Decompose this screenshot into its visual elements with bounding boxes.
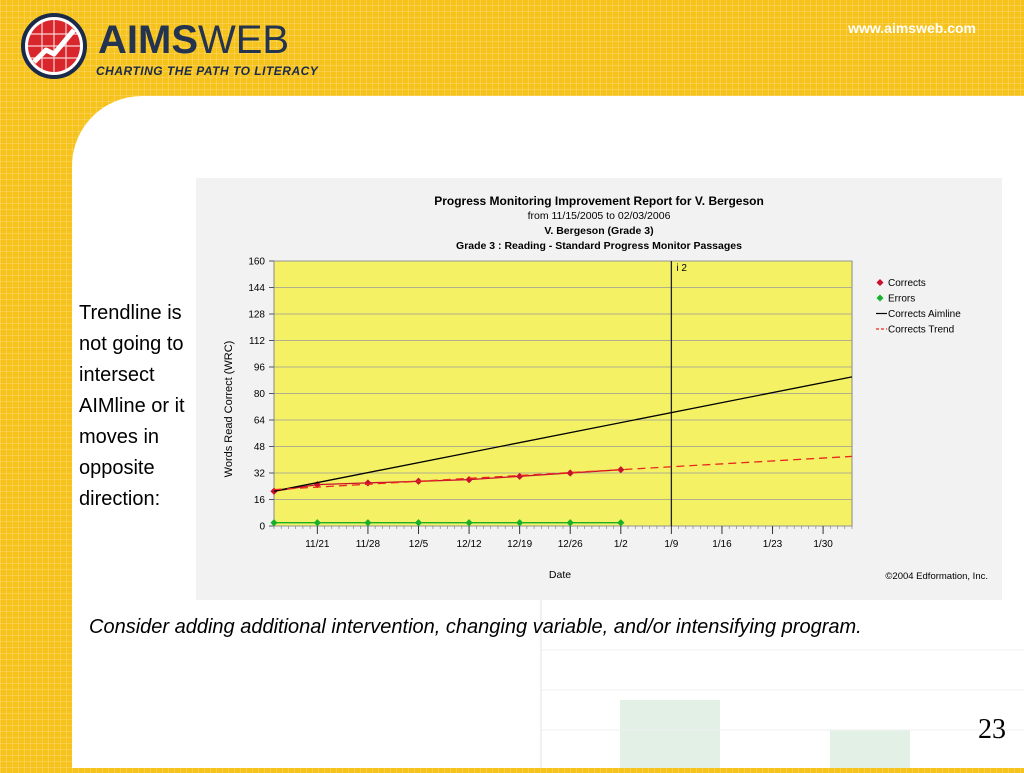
point-corrects — [566, 469, 574, 477]
legend-label: Corrects — [888, 278, 926, 289]
x-tick-label: 11/28 — [356, 539, 381, 550]
legend-label: Corrects Aimline — [888, 309, 961, 320]
y-tick-label: 96 — [254, 363, 266, 374]
point-errors — [617, 519, 625, 527]
legend-marker — [876, 294, 884, 302]
point-errors — [270, 519, 278, 527]
x-tick-label: 12/26 — [558, 539, 583, 550]
x-tick-label: 1/30 — [813, 539, 833, 550]
chart-student: V. Bergeson (Grade 3) — [544, 225, 653, 237]
point-errors — [566, 519, 574, 527]
y-tick-label: 144 — [248, 283, 265, 294]
bottom-note: Consider adding additional intervention,… — [89, 616, 862, 638]
copyright-note: ©2004 Edformation, Inc. — [885, 571, 988, 582]
plot-layer: 0 16 32 48 64 80 96 112 128 144 160 11/21 11/28 12/5 1… — [248, 257, 961, 551]
y-tick-label: 80 — [254, 389, 266, 400]
point-errors — [465, 519, 473, 527]
tagline: CHARTING THE PATH TO LITERACY — [96, 64, 319, 78]
y-tick-label: 16 — [254, 495, 266, 506]
chart-title: Progress Monitoring Improvement Report f… — [434, 194, 764, 208]
watermark-graphic — [540, 600, 1024, 768]
progress-chart: Progress Monitoring Improvement Report f… — [196, 178, 1002, 600]
point-errors — [364, 519, 372, 527]
chart-canvas: Progress Monitoring Improvement Report f… — [223, 194, 988, 582]
site-url-link[interactable]: www.aimsweb.com — [848, 20, 976, 36]
point-errors — [516, 519, 524, 527]
y-tick-label: 48 — [254, 442, 266, 453]
slide-number: 23 — [978, 714, 1006, 745]
logo-wordmark: AIMSWEB — [98, 18, 289, 63]
point-errors — [414, 519, 423, 527]
background-chart-watermark — [480, 600, 1024, 768]
x-tick-label: 12/19 — [507, 539, 532, 550]
point-corrects — [516, 472, 524, 480]
y-tick-label: 0 — [259, 522, 265, 533]
aimsweb-logo[interactable] — [20, 12, 88, 85]
chart-subtitle: from 11/15/2005 to 02/03/2006 — [528, 210, 671, 222]
legend-marker — [876, 279, 884, 286]
series-line-corrects-aimline — [273, 376, 853, 492]
y-tick-label: 112 — [249, 336, 265, 347]
chart-badge-icon — [21, 13, 87, 79]
logo-light: WEB — [198, 18, 290, 62]
y-tick-label: 128 — [248, 310, 265, 321]
legend-label: Errors — [888, 294, 915, 305]
legend-label: Corrects Trend — [888, 325, 954, 336]
point-corrects — [617, 466, 625, 474]
x-tick-label: 1/2 — [614, 539, 628, 550]
y-tick-label: 160 — [248, 257, 265, 268]
chart-subtitle2: Grade 3 : Reading - Standard Progress Mo… — [456, 240, 742, 252]
x-tick-label: 1/16 — [712, 539, 732, 550]
y-tick-label: 64 — [254, 416, 266, 427]
intervention-label: i 2 — [676, 263, 687, 274]
x-tick-label: 12/5 — [409, 539, 429, 550]
x-tick-label: 1/23 — [763, 539, 783, 550]
series-line-corrects-trend — [273, 455, 853, 491]
side-note: Trendline is not going to intersect AIMl… — [79, 302, 185, 510]
x-tick-label: 11/21 — [305, 539, 330, 550]
logo-bold: AIMS — [98, 18, 198, 62]
y-tick-label: 32 — [254, 469, 266, 480]
x-axis-label: Date — [549, 569, 571, 581]
x-tick-label: 1/9 — [664, 539, 678, 550]
x-tick-label: 12/12 — [457, 539, 482, 550]
y-axis-label: Words Read Correct (WRC) — [223, 341, 235, 478]
